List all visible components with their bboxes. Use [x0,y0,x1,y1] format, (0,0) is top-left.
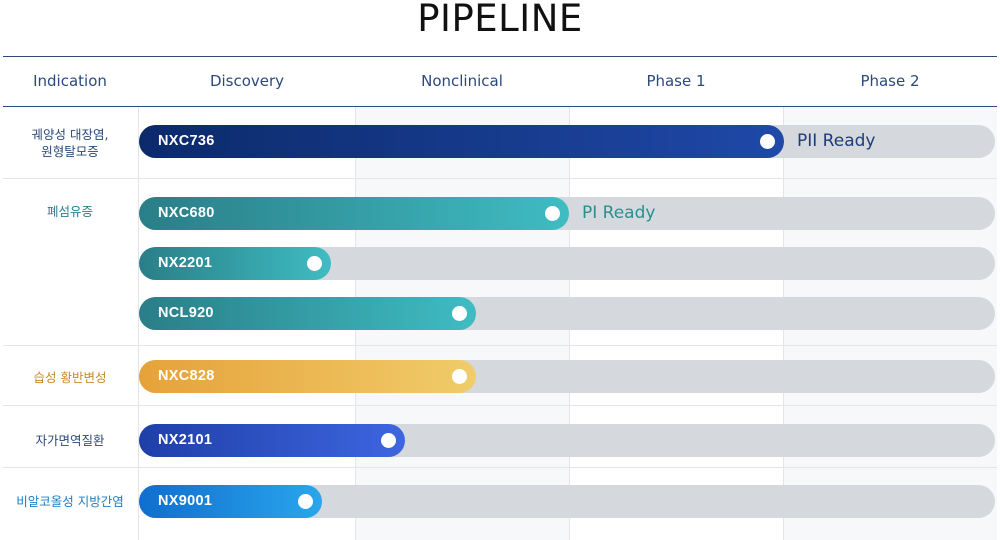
indication-label-line: 자가면역질환 [35,433,105,448]
program-name: NXC736 [158,133,215,149]
program-status: PII Ready [797,131,876,151]
progress-bar[interactable]: NCL920 [139,297,476,330]
progress-bar[interactable]: NX2101 [139,424,405,457]
progress-knob-icon [298,494,313,509]
row-divider [3,405,997,406]
pipeline-grid: 궤양성 대장염, 원형탈모증 폐섬유증 습성 황반변성 자가면역질환 비알코올성… [0,107,1000,540]
progress-knob-icon [452,369,467,384]
progress-knob-icon [760,134,775,149]
indication-label: 습성 황반변성 [3,369,137,386]
program-name: NXC680 [158,205,215,221]
indication-label: 폐섬유증 [3,203,137,220]
indication-label-line: 비알코올성 지방간염 [16,494,124,509]
progress-knob-icon [381,433,396,448]
progress-knob-icon [545,206,560,221]
column-discovery: Discovery [209,72,285,90]
pipeline-header: Indication Discovery Nonclinical Phase 1… [3,56,997,107]
column-phase-2: Phase 2 [860,72,920,90]
progress-knob-icon [452,306,467,321]
progress-bar[interactable]: NX2201 [139,247,331,280]
program-name: NCL920 [158,305,214,321]
indication-label: 궤양성 대장염, 원형탈모증 [3,126,137,160]
indication-label: 자가면역질환 [3,432,137,449]
row-divider [3,178,997,179]
page-title: PIPELINE [417,0,583,40]
row-divider [3,345,997,346]
indication-label-line: 궤양성 대장염, 원형탈모증 [31,127,109,159]
indication-label: 비알코올성 지방간염 [3,493,137,510]
row-divider [3,467,997,468]
column-nonclinical: Nonclinical [421,72,503,90]
column-indication: Indication [33,72,107,90]
program-status: PI Ready [582,203,656,223]
progress-bar[interactable]: NXC680 [139,197,569,230]
column-phase-1: Phase 1 [646,72,706,90]
column-divider [138,107,139,540]
program-name: NX2101 [158,432,213,448]
progress-bar[interactable]: NX9001 [139,485,322,518]
progress-bar[interactable]: NXC828 [139,360,476,393]
program-name: NX2201 [158,255,213,271]
program-name: NX9001 [158,493,213,509]
program-name: NXC828 [158,368,215,384]
indication-label-line: 폐섬유증 [46,204,93,219]
progress-knob-icon [307,256,322,271]
progress-bar[interactable]: NXC736 [139,125,784,158]
indication-label-line: 습성 황반변성 [33,370,107,385]
